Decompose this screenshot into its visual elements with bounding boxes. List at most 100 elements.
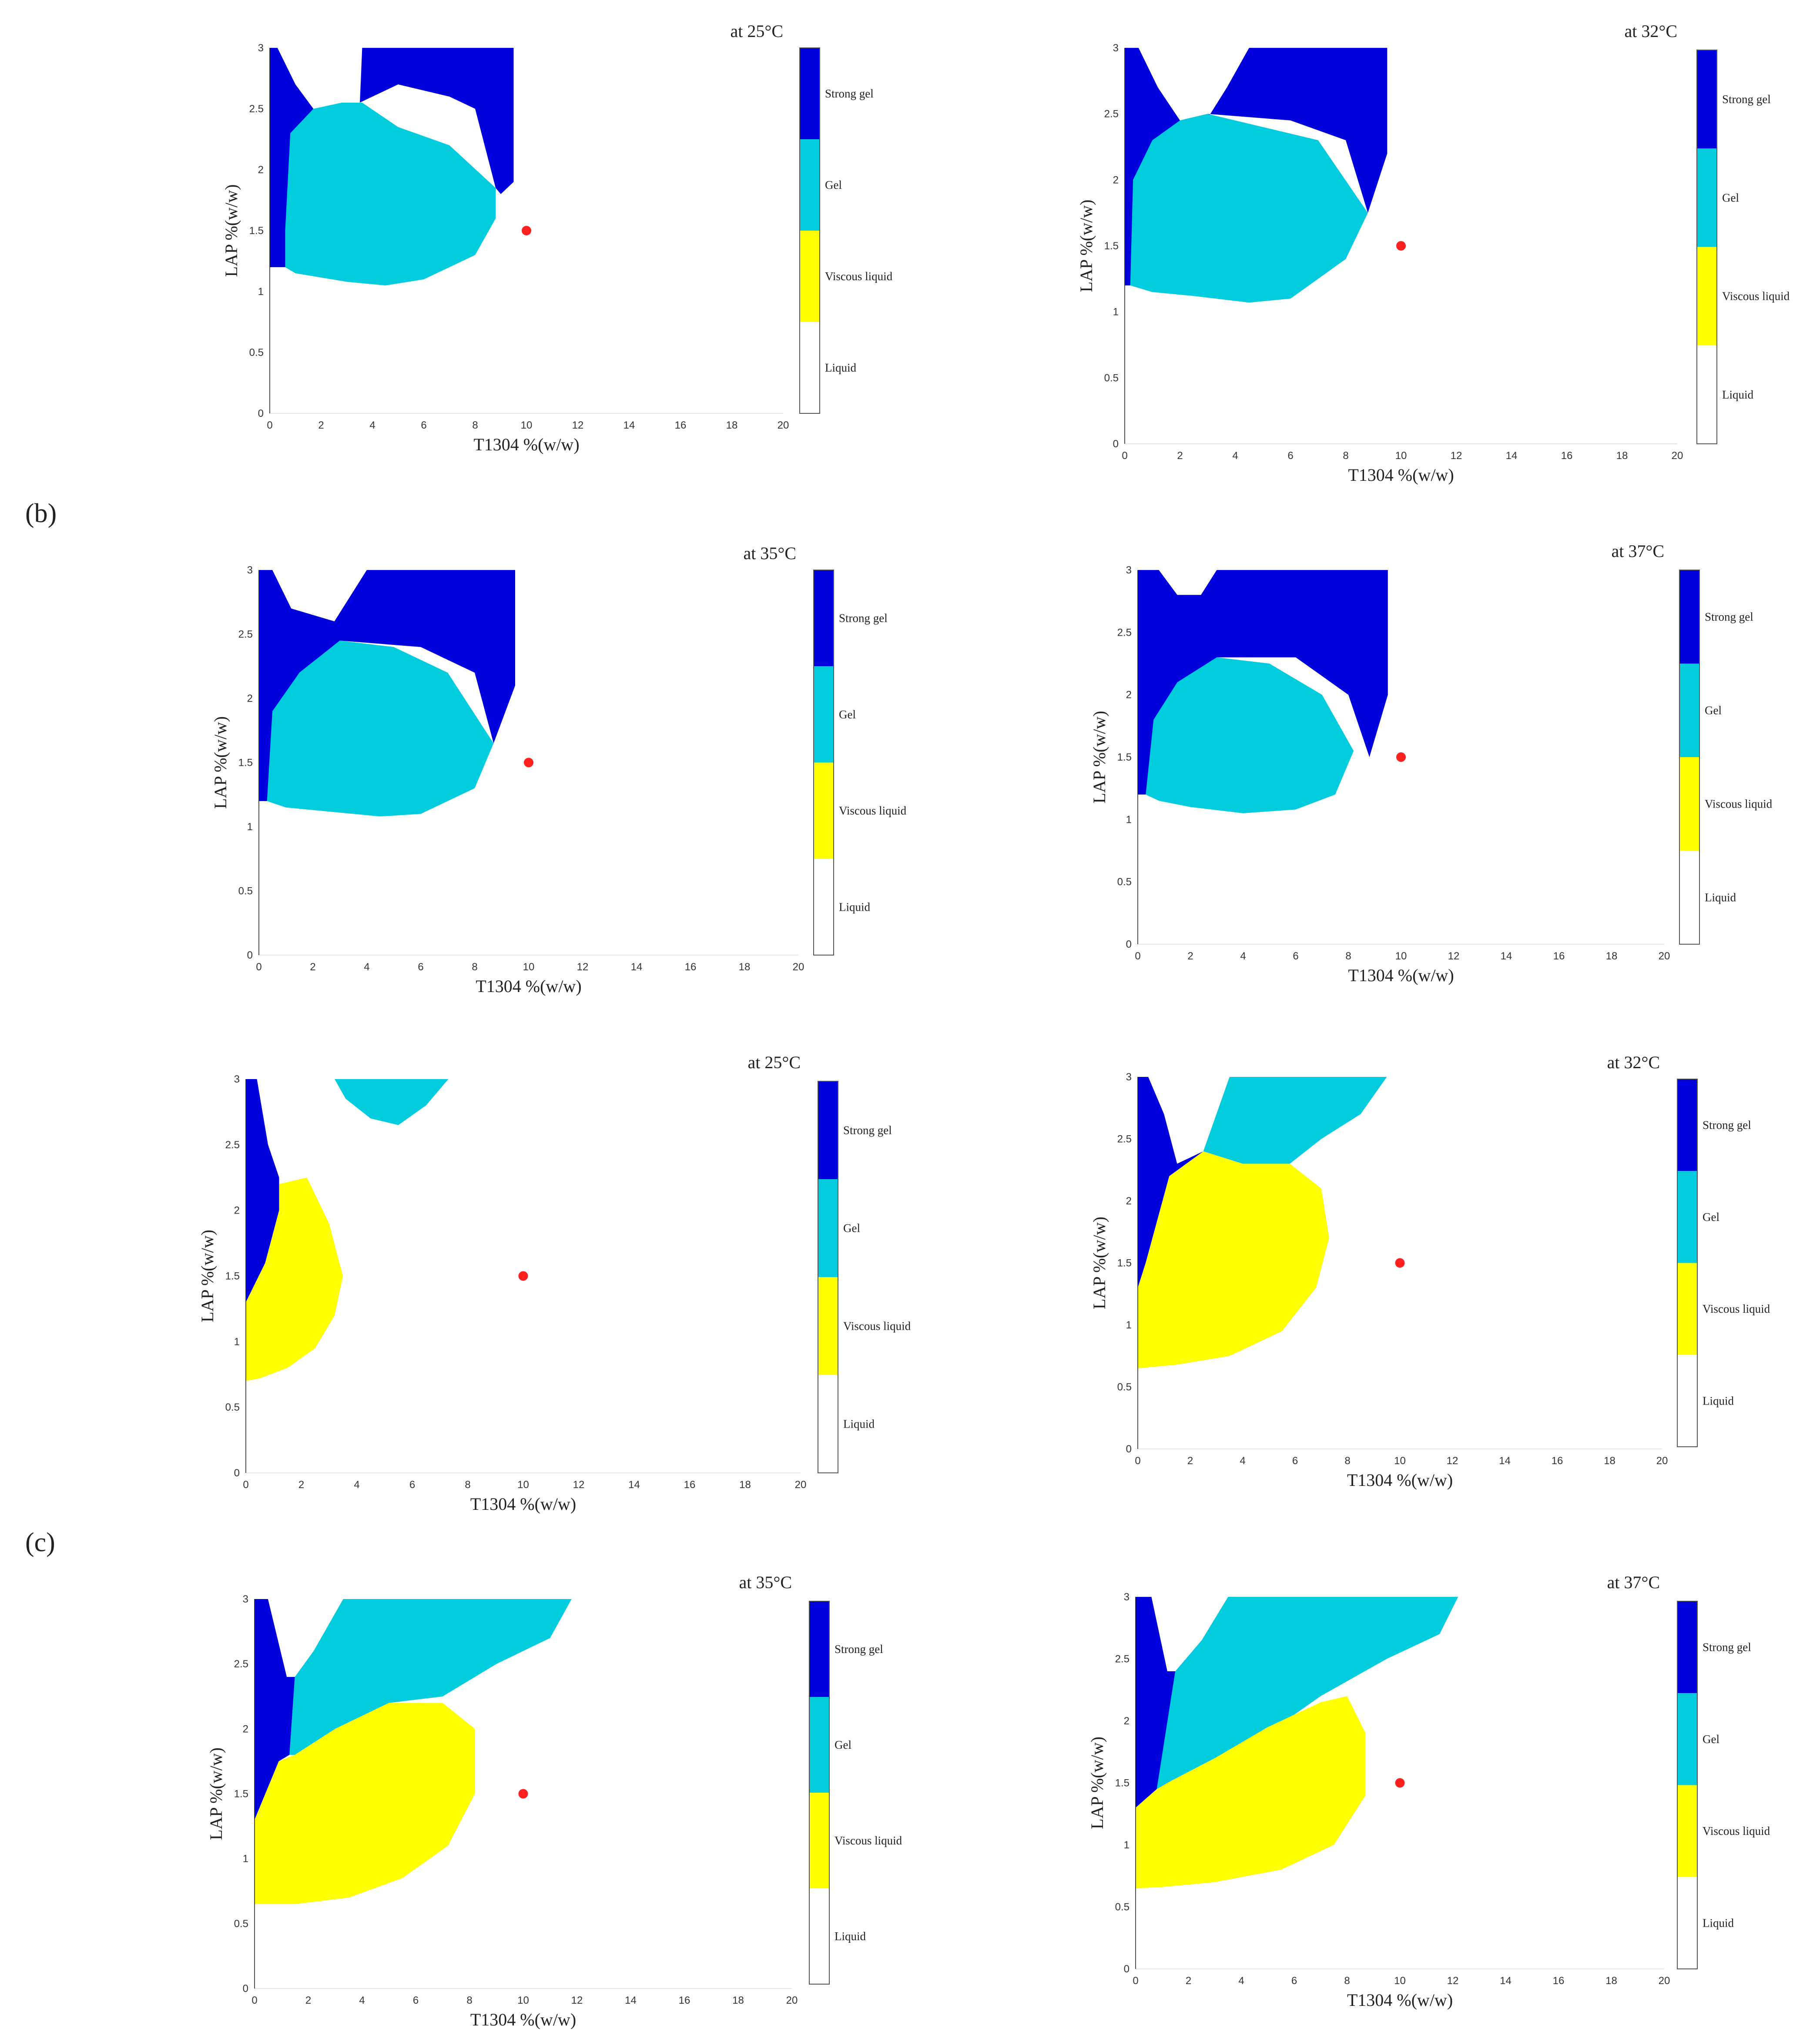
x-tick-label: 8 bbox=[1344, 1455, 1350, 1467]
region-strong-gel bbox=[1138, 570, 1388, 795]
x-tick-label: 14 bbox=[1500, 1975, 1512, 1987]
colorbar-swatch-viscous-liquid bbox=[809, 1793, 829, 1888]
colorbar-swatch-strong-gel bbox=[1679, 570, 1699, 664]
colorbar-frame bbox=[1679, 570, 1700, 945]
colorbar-swatch-gel bbox=[1679, 664, 1699, 757]
y-tick-label: 1.5 bbox=[238, 757, 253, 769]
colorbar-label-strong-gel: Strong gel bbox=[1703, 1119, 1751, 1132]
colorbar-label-viscous-liquid: Viscous liquid bbox=[825, 270, 893, 283]
y-tick-label: 1 bbox=[1124, 1839, 1130, 1851]
x-tick-label: 10 bbox=[523, 961, 535, 973]
colorbar-label-strong-gel: Strong gel bbox=[839, 612, 888, 625]
y-tick-label: 2 bbox=[234, 1205, 240, 1217]
x-axis-label: T1304 %(w/w) bbox=[476, 976, 581, 996]
x-tick-label: 14 bbox=[623, 419, 635, 431]
colorbar-swatch-liquid bbox=[814, 858, 834, 955]
x-tick-label: 6 bbox=[421, 419, 426, 431]
data-point-marker bbox=[518, 1271, 528, 1281]
x-tick-label: 6 bbox=[1287, 450, 1293, 462]
chart-panel-4: 0 2 4 6 8 10 12 14 16 18 20 0 0.5 1 1.5 2 2.5 3 T1304 %(w/… bbox=[1089, 541, 1773, 985]
y-tick-label: 0 bbox=[1124, 1963, 1130, 1975]
x-tick-label: 4 bbox=[364, 961, 369, 973]
x-tick-label: 0 bbox=[1135, 950, 1140, 962]
x-axis-label: T1304 %(w/w) bbox=[1347, 1990, 1453, 2010]
y-tick-label: 1 bbox=[1126, 1319, 1132, 1331]
x-tick-label: 6 bbox=[409, 1479, 415, 1491]
x-axis-label: T1304 %(w/w) bbox=[470, 2010, 576, 2029]
y-tick-label: 1 bbox=[243, 1853, 248, 1865]
x-tick-label: 18 bbox=[1616, 450, 1628, 462]
y-tick-label: 1.5 bbox=[249, 225, 264, 237]
x-tick-label: 10 bbox=[1395, 950, 1407, 962]
x-tick-label: 2 bbox=[1186, 1975, 1191, 1987]
y-tick-label: 0 bbox=[243, 1983, 248, 1995]
colorbar-swatch-gel bbox=[800, 139, 820, 231]
y-tick-label: 1.5 bbox=[1117, 751, 1132, 763]
colorbar-label-gel: Gel bbox=[1722, 191, 1739, 204]
x-tick-label: 4 bbox=[1240, 1455, 1245, 1467]
region-viscous-liquid bbox=[1136, 1696, 1366, 1888]
x-tick-label: 20 bbox=[793, 961, 804, 973]
y-tick-label: 0.5 bbox=[1117, 1381, 1132, 1393]
x-tick-label: 12 bbox=[573, 1479, 585, 1491]
data-point-marker bbox=[1395, 1258, 1405, 1268]
x-tick-label: 20 bbox=[1659, 950, 1670, 962]
x-tick-label: 0 bbox=[1133, 1975, 1138, 1987]
chart-title: at 35°C bbox=[739, 1573, 792, 1592]
y-tick-label: 0.5 bbox=[1115, 1901, 1130, 1913]
y-tick-label: 0.5 bbox=[234, 1918, 248, 1930]
colorbar-swatch-liquid bbox=[809, 1888, 829, 1984]
chart-panel-2: 0 2 4 6 8 10 12 14 16 18 20 0 0.5 1 1.5 2 2.5 3 T1304 %(w/… bbox=[1076, 21, 1790, 485]
colorbar-swatch-strong-gel bbox=[1677, 1079, 1697, 1171]
y-tick-label: 3 bbox=[258, 42, 264, 54]
colorbar-frame bbox=[809, 1601, 830, 1985]
x-tick-label: 4 bbox=[354, 1479, 359, 1491]
chart-title: at 32°C bbox=[1607, 1053, 1660, 1072]
colorbar-label-viscous-liquid: Viscous liquid bbox=[1703, 1824, 1770, 1837]
y-tick-label: 0 bbox=[1113, 438, 1119, 450]
y-tick-label: 2.5 bbox=[1115, 1653, 1130, 1665]
y-axis-label: LAP %(w/w) bbox=[1089, 711, 1109, 804]
x-tick-label: 20 bbox=[1656, 1455, 1668, 1467]
x-tick-label: 4 bbox=[1240, 950, 1246, 962]
colorbar-label-gel: Gel bbox=[1703, 1210, 1719, 1224]
y-tick-label: 2 bbox=[258, 164, 264, 176]
colorbar-label-strong-gel: Strong gel bbox=[835, 1643, 883, 1656]
colorbar-label-viscous-liquid: Viscous liquid bbox=[1722, 290, 1790, 303]
y-tick-label: 2.5 bbox=[225, 1139, 240, 1151]
y-tick-label: 2.5 bbox=[1104, 108, 1119, 120]
y-tick-label: 1 bbox=[234, 1336, 240, 1348]
x-tick-label: 20 bbox=[786, 1995, 798, 2006]
colorbar-label-gel: Gel bbox=[1703, 1733, 1719, 1746]
y-tick-label: 0.5 bbox=[1117, 876, 1132, 888]
x-tick-label: 20 bbox=[795, 1479, 807, 1491]
colorbar-swatch-liquid bbox=[818, 1375, 838, 1473]
colorbar-swatch-liquid bbox=[1697, 345, 1717, 444]
colorbar-swatch-viscous-liquid bbox=[1677, 1263, 1697, 1355]
x-tick-label: 10 bbox=[1395, 450, 1407, 462]
x-tick-label: 2 bbox=[1177, 450, 1183, 462]
colorbar-swatch-strong-gel bbox=[800, 48, 820, 139]
region-gel bbox=[267, 640, 494, 817]
colorbar-frame bbox=[1677, 1601, 1698, 1969]
x-tick-label: 6 bbox=[413, 1995, 419, 2006]
chart-title: at 37°C bbox=[1611, 541, 1664, 561]
y-axis-label: LAP %(w/w) bbox=[1089, 1217, 1109, 1309]
x-tick-label: 12 bbox=[572, 419, 584, 431]
colorbar-swatch-liquid bbox=[800, 322, 820, 413]
y-tick-label: 2.5 bbox=[1117, 1133, 1132, 1145]
x-tick-label: 12 bbox=[577, 961, 589, 973]
y-tick-label: 1 bbox=[1126, 814, 1132, 825]
x-tick-label: 20 bbox=[1659, 1975, 1670, 1987]
colorbar-frame bbox=[1677, 1079, 1698, 1447]
x-tick-label: 4 bbox=[359, 1995, 365, 2006]
panel-label-c: (c) bbox=[25, 1528, 55, 1557]
colorbar-swatch-viscous-liquid bbox=[1679, 757, 1699, 851]
y-tick-label: 0 bbox=[234, 1467, 240, 1479]
x-tick-label: 16 bbox=[1553, 1975, 1565, 1987]
y-axis-label: LAP %(w/w) bbox=[221, 184, 241, 277]
x-tick-label: 14 bbox=[625, 1995, 637, 2006]
y-axis-label: LAP %(w/w) bbox=[206, 1747, 226, 1840]
y-tick-label: 1.5 bbox=[1104, 240, 1119, 252]
x-tick-label: 2 bbox=[1187, 1455, 1193, 1467]
